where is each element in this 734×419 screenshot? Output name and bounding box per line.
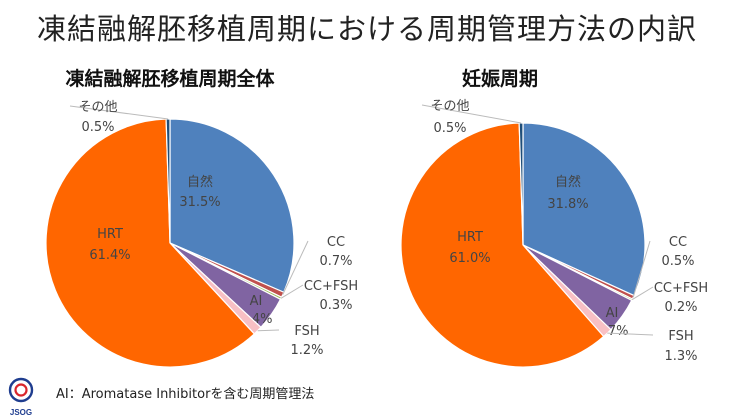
slide-title: 凍結融解胚移植周期における周期管理方法の内訳 [36, 12, 697, 46]
slice-category-label: その他 [430, 99, 469, 114]
slice-category-label: AI [250, 294, 263, 309]
slice-value-label: 0.5% [81, 120, 114, 135]
leader-line [280, 284, 304, 299]
slice-category-label: 自然 [187, 174, 213, 190]
slice-value-label: 61.4% [89, 248, 130, 263]
slice-value-label: 1.2% [290, 343, 323, 358]
leader-line [421, 104, 522, 124]
slice-category-label: CC [669, 235, 687, 250]
pie-slice-HRT [400, 122, 605, 368]
pie-slice-自然 [522, 122, 646, 297]
slice-category-label: 自然 [555, 174, 581, 190]
leader-line [631, 286, 654, 301]
slice-value-label: 0.2% [664, 300, 697, 315]
slice-category-label: CC+FSH [304, 279, 358, 294]
slice-value-label: 31.8% [547, 197, 588, 212]
pie-slice-自然 [169, 118, 295, 294]
leader-line [632, 240, 651, 298]
chart-title-pregnancy: 妊娠周期 [461, 68, 538, 90]
leader-line [282, 240, 309, 295]
leader-line [607, 332, 654, 336]
footnote: AI：Aromatase Inhibitorを含む周期管理法 [56, 387, 315, 402]
pie-slice-HRT [45, 118, 256, 368]
slice-category-label: CC+FSH [654, 281, 708, 296]
slice-value-label: 61.0% [449, 251, 490, 266]
leader-line [69, 105, 169, 120]
slice-category-label: HRT [97, 227, 123, 242]
slice-category-label: CC [327, 235, 345, 250]
slice-category-label: その他 [78, 100, 117, 115]
slice-category-label: HRT [457, 230, 483, 245]
slice-value-label: 0.7% [319, 254, 352, 269]
slice-value-label: 0.5% [661, 254, 694, 269]
slice-value-label: 1.3% [664, 349, 697, 364]
logo-text: JSOG [10, 408, 32, 417]
jsog-logo: JSOG [8, 377, 34, 417]
slice-value-label: 0.3% [319, 298, 352, 313]
slice-value-label: 31.5% [179, 195, 220, 210]
slice-category-label: AI [606, 306, 619, 321]
chart-title-overall: 凍結融解胚移植周期全体 [65, 68, 275, 90]
slice-value-label: 0.5% [433, 121, 466, 136]
slice-category-label: FSH [668, 329, 693, 344]
slice-category-label: FSH [294, 324, 319, 339]
leader-line [257, 329, 280, 332]
pie-0: 自然31.5%CC0.7%CC+FSH0.3%AI4.4%FSH1.2%HRT6… [45, 100, 358, 368]
